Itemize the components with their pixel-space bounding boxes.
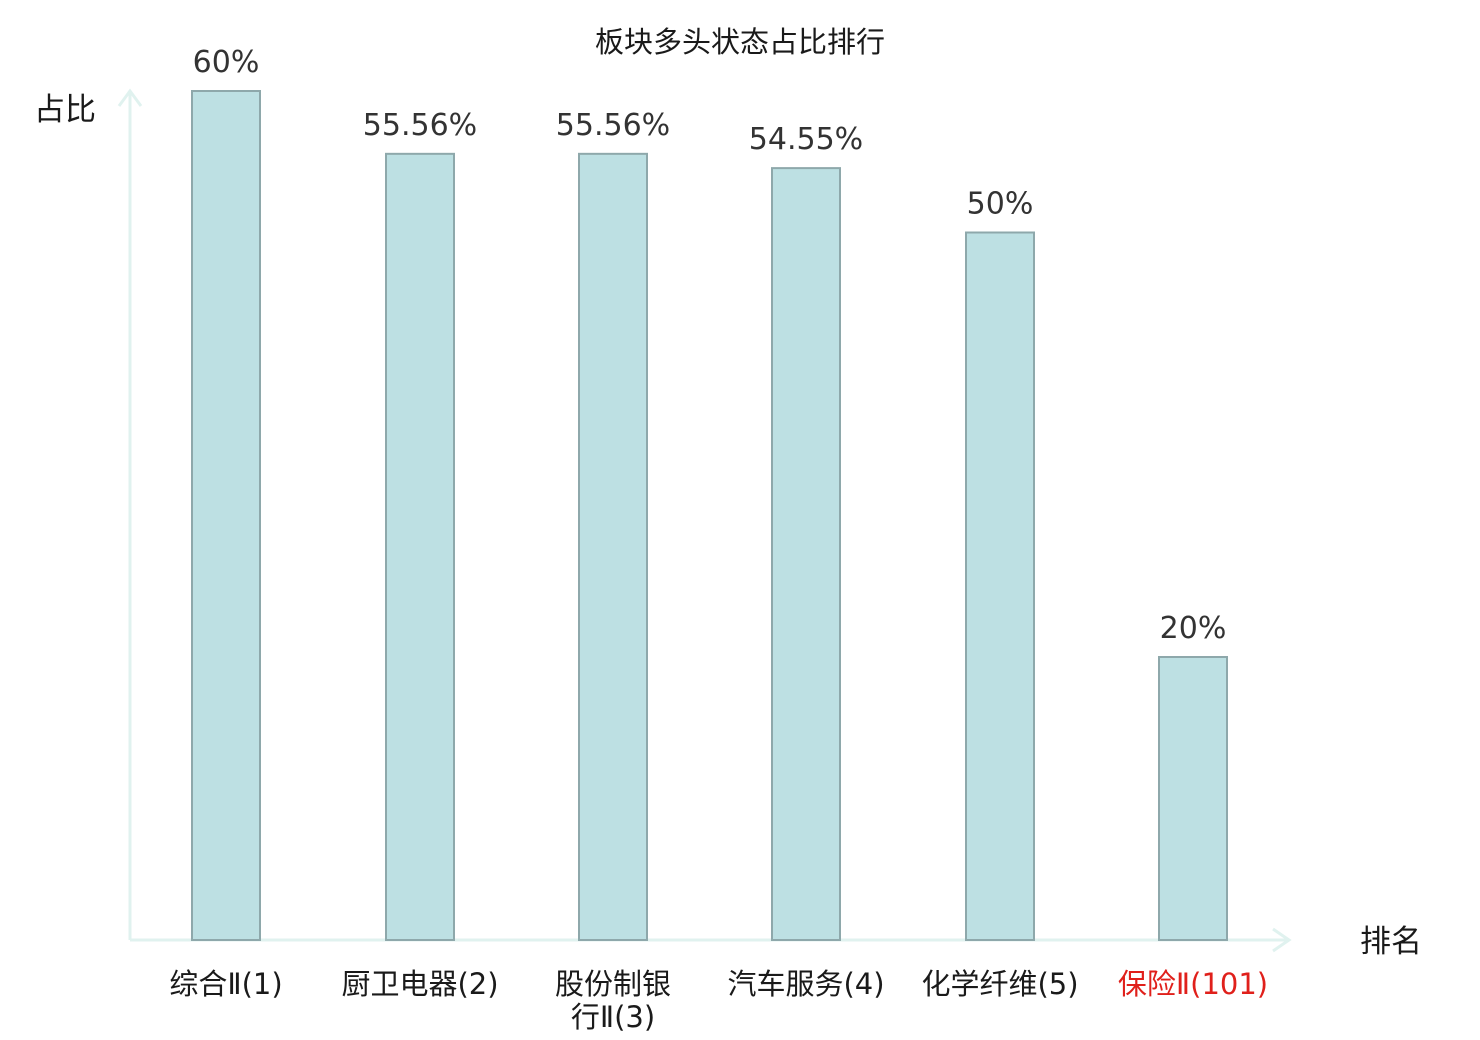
value-label-1: 55.56%	[363, 108, 477, 143]
y-axis-arrow	[117, 88, 143, 107]
value-labels-group: 60% 55.56% 55.56% 54.55% 50% 20%	[193, 45, 1227, 646]
bar-4	[965, 231, 1035, 941]
bar-3	[771, 167, 841, 941]
value-label-2: 55.56%	[556, 108, 670, 143]
category-label-2-line-0: 股份制银	[555, 967, 671, 1001]
y-axis-label: 占比	[34, 92, 96, 128]
value-label-4: 50%	[967, 187, 1034, 222]
category-label-4: 化学纤维(5)	[921, 967, 1078, 1001]
chart-title: 板块多头状态占比排行	[595, 25, 885, 59]
bars-group	[191, 90, 1228, 942]
value-label-3: 54.55%	[749, 122, 863, 157]
axes	[117, 88, 1292, 953]
bar-0	[191, 90, 261, 941]
category-label-3: 汽车服务(4)	[727, 967, 884, 1001]
value-label-5: 20%	[1160, 611, 1227, 646]
bar-2	[578, 152, 648, 942]
x-axis-label: 排名	[1360, 924, 1422, 960]
category-label-1: 厨卫电器(2)	[341, 967, 498, 1001]
category-label-2-line-1: 行Ⅱ(3)	[571, 1000, 655, 1034]
bar-1	[385, 152, 455, 942]
value-label-0: 60%	[193, 45, 260, 80]
category-label-5: 保险Ⅱ(101)	[1118, 967, 1268, 1001]
category-label-0: 综合Ⅱ(1)	[169, 967, 282, 1001]
bar-5	[1158, 656, 1228, 941]
x-axis-arrow	[1272, 927, 1292, 953]
